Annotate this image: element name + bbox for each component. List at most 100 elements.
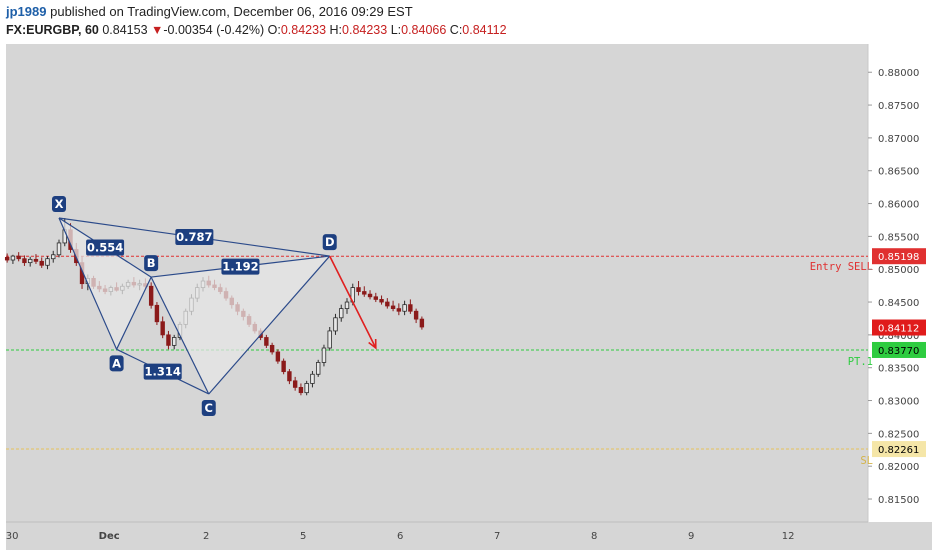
price-change: -0.00354 (-0.42%) xyxy=(163,23,265,37)
candle-body xyxy=(51,254,56,260)
y-tick-label: 0.86000 xyxy=(878,200,919,211)
candle-body xyxy=(408,304,413,312)
publish-header: jp1989 published on TradingView.com, Dec… xyxy=(6,4,413,19)
candle xyxy=(298,383,304,396)
candle-body xyxy=(373,296,378,300)
ratio-label[interactable]: 0.554 xyxy=(86,239,125,256)
plot-area[interactable] xyxy=(6,44,868,522)
time-ticks: 30 Dec 2 5 6 7 8 9 12 xyxy=(6,531,795,542)
candle xyxy=(402,300,407,316)
candle xyxy=(281,358,286,375)
ratio-label[interactable]: 1.314 xyxy=(143,363,182,380)
symbol-label[interactable]: FX:EURGBP, 60 xyxy=(6,23,99,37)
price-tag-text: 0.85198 xyxy=(878,252,919,263)
price-tag: 0.83770 xyxy=(872,341,926,358)
candle xyxy=(33,254,39,264)
y-tick-label: 0.82000 xyxy=(878,462,919,473)
leg-xa xyxy=(58,217,118,350)
candle xyxy=(275,349,281,364)
ratio-box xyxy=(175,229,214,246)
price-tag-text: 0.82261 xyxy=(878,445,919,456)
candle-body xyxy=(396,308,402,312)
point-label-d[interactable]: D xyxy=(322,234,337,251)
x-tick-label: Dec xyxy=(99,531,120,542)
candle-body xyxy=(292,380,298,388)
y-tick-label: 0.83500 xyxy=(878,364,919,375)
point-label-c[interactable]: C xyxy=(201,399,216,416)
candle-body xyxy=(298,386,304,394)
x-tick-label: 30 xyxy=(6,531,19,542)
publish-info: published on TradingView.com, December 0… xyxy=(50,4,413,19)
point-letter: C xyxy=(205,401,213,415)
x-tick-label: 5 xyxy=(300,531,306,542)
symbol-header: FX:EURGBP, 60 0.84153 ▼-0.00354 (-0.42%)… xyxy=(6,23,507,37)
candle-body xyxy=(39,260,44,266)
candle-body xyxy=(281,360,286,373)
candle-body xyxy=(339,308,344,319)
harmonic-pattern[interactable]: 0.554 0.787 1.314 1.192 X A B C D xyxy=(52,195,377,416)
leg-bc xyxy=(150,276,210,395)
x-tick-label: 2 xyxy=(203,531,209,542)
point-box xyxy=(201,399,216,416)
candle-body xyxy=(166,334,171,346)
candle xyxy=(344,298,350,314)
candle xyxy=(315,359,321,377)
candle xyxy=(45,256,50,270)
point-box xyxy=(322,234,337,251)
price-ticks: 0.88000 0.87500 0.87000 0.86500 0.86000 0.855… xyxy=(868,68,919,506)
level-caption: SL xyxy=(860,455,873,467)
point-box xyxy=(144,255,159,272)
point-box xyxy=(109,355,124,372)
candle xyxy=(379,295,384,305)
candle xyxy=(327,326,332,351)
candle xyxy=(385,298,390,309)
ratio-label[interactable]: 0.787 xyxy=(175,229,214,246)
time-axis[interactable] xyxy=(6,522,932,550)
candle xyxy=(51,250,56,263)
point-label-x[interactable]: X xyxy=(52,195,66,212)
candle xyxy=(287,369,292,385)
ratio-text: 1.314 xyxy=(144,365,180,379)
candle-body xyxy=(27,258,33,264)
candle-body xyxy=(45,258,50,266)
x-tick-label: 7 xyxy=(494,531,500,542)
candle xyxy=(4,253,10,263)
candle-body xyxy=(160,321,165,336)
point-letter: B xyxy=(147,256,156,270)
ratio-box xyxy=(86,239,125,256)
candle-body xyxy=(171,337,177,346)
y-tick-label: 0.85500 xyxy=(878,232,919,243)
price-tag-bg xyxy=(872,248,926,265)
candle-body xyxy=(367,293,373,298)
author-name[interactable]: jp1989 xyxy=(6,4,47,19)
candle xyxy=(269,342,275,355)
y-tick-label: 0.87000 xyxy=(878,134,919,145)
low-label: L: xyxy=(390,23,402,37)
y-tick-label: 0.82500 xyxy=(878,429,919,440)
point-letter: X xyxy=(55,197,64,211)
point-label-a[interactable]: A xyxy=(109,355,124,372)
ratio-label[interactable]: 1.192 xyxy=(221,258,260,275)
candle-body xyxy=(413,310,419,320)
candle-body xyxy=(385,301,390,307)
candle xyxy=(333,313,338,335)
leg-cd xyxy=(208,255,331,395)
candle xyxy=(39,257,44,268)
candle xyxy=(419,316,425,330)
point-label-b[interactable]: B xyxy=(144,255,159,272)
candle-body xyxy=(264,337,269,346)
down-arrow-icon: ▼ xyxy=(151,23,164,37)
price-tag: 0.85198 xyxy=(872,248,926,265)
candle-body xyxy=(419,318,425,328)
y-tick-label: 0.87500 xyxy=(878,101,919,112)
y-tick-label: 0.84500 xyxy=(878,298,919,309)
y-tick-label: 0.81500 xyxy=(878,495,919,506)
candle-body xyxy=(327,330,332,349)
candle-body xyxy=(333,317,338,332)
candle-body xyxy=(402,304,407,312)
candle-body xyxy=(275,351,281,362)
price-tag-text: 0.83770 xyxy=(878,346,919,357)
candle xyxy=(160,316,165,339)
y-tick-label: 0.86500 xyxy=(878,167,919,178)
